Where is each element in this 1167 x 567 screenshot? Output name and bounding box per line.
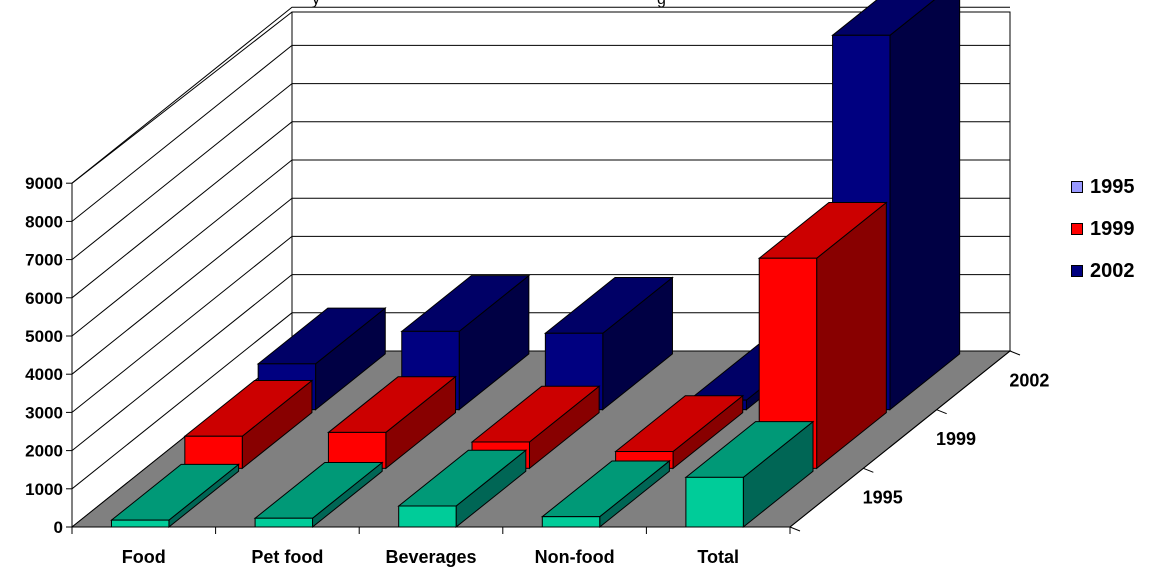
legend-item-2002: 2002: [1071, 250, 1135, 292]
y-tick-label-5000: 5000: [25, 327, 63, 346]
chart-walls: [71, 11, 1011, 351]
y-tick-label-9000: 9000: [25, 174, 63, 193]
gridline-5000: [71, 159, 1010, 337]
title-fragment: y: [312, 0, 320, 8]
y-tick-label-4000: 4000: [25, 365, 63, 384]
legend-swatch-1999: [1071, 223, 1083, 235]
bar-1995-total: [684, 420, 815, 529]
depth-tick-3: [1009, 350, 1021, 356]
gridline-3000: [71, 235, 1010, 413]
x-tick-label-beverages: Beverages: [385, 547, 476, 567]
bar-front: [254, 517, 314, 528]
bar-1995-pet-food: [253, 461, 384, 529]
legend-swatch-2002: [1071, 265, 1083, 277]
legend-swatch-1995: [1071, 181, 1083, 193]
y-tick-label-6000: 6000: [25, 289, 63, 308]
legend: 1995 1999 2002: [1071, 166, 1135, 292]
depth-tick-2: [936, 409, 947, 415]
x-tick-label-pet-food: Pet food: [251, 547, 323, 567]
bar-front: [184, 435, 243, 469]
axes: [66, 182, 1021, 534]
y-tick-label-7000: 7000: [25, 251, 63, 270]
depth-tick-0: [789, 526, 801, 532]
bars: [110, 0, 961, 529]
y-tick-label-8000: 8000: [25, 212, 63, 231]
bar-front: [685, 476, 744, 528]
left-wall-top-edge: [71, 11, 293, 184]
bar-front: [398, 505, 457, 528]
depth-tick-1: [863, 467, 874, 473]
x-tick-label-food: Food: [122, 547, 166, 567]
depth-label-1999: 1999: [936, 429, 976, 449]
title-fragment-2: g: [657, 0, 666, 8]
legend-label-1995: 1995: [1090, 175, 1135, 198]
legend-item-1995: 1995: [1071, 166, 1135, 208]
depth-label-1995: 1995: [863, 488, 903, 508]
bar-1999-pet-food: [326, 375, 457, 470]
legend-label-1999: 1999: [1090, 217, 1135, 240]
y-tick-label-0: 0: [54, 518, 63, 537]
gridline-8000: [71, 44, 1010, 222]
bar-1995-food: [110, 463, 241, 529]
gridline-7000: [71, 83, 1010, 260]
back-wall: [291, 11, 1011, 351]
bar-side: [889, 0, 961, 411]
gridline-9000: [71, 6, 1010, 184]
legend-label-2002: 2002: [1090, 259, 1135, 282]
y-tick-label-3000: 3000: [25, 403, 63, 422]
legend-item-1999: 1999: [1071, 208, 1135, 250]
y-tick-label-2000: 2000: [25, 442, 63, 461]
bar-1999-food: [183, 379, 314, 470]
depth-label-2002: 2002: [1009, 370, 1049, 390]
bar-front: [541, 516, 601, 528]
gridline-6000: [71, 121, 1010, 299]
bar-front: [110, 519, 170, 528]
labels: 0 1000 2000 3000 4000 5000 6000 7000 8000 9000 Foo…: [25, 0, 1049, 567]
y-tick-label-1000: 1000: [25, 480, 63, 499]
x-tick-label-total: Total: [697, 547, 739, 567]
x-tick-label-non-food: Non-food: [535, 547, 615, 567]
depth-axis-line: [789, 350, 1011, 528]
gridline-4000: [71, 197, 1010, 375]
bar-1995-non-food: [540, 459, 671, 529]
bar-1995-beverages: [397, 449, 528, 529]
